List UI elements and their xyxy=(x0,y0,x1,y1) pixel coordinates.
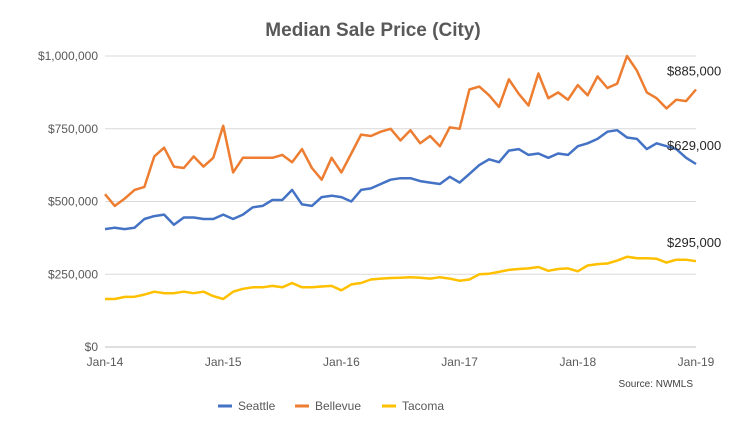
chart-title: Median Sale Price (City) xyxy=(265,20,480,41)
x-axis: Jan-14 Jan-15 Jan-16 Jan-17 Jan-18 Jan-19 xyxy=(87,355,715,369)
end-label-bellevue: $885,000 xyxy=(667,63,721,78)
legend-label-bellevue: Bellevue xyxy=(315,399,361,413)
legend-label-seattle: Seattle xyxy=(238,399,276,413)
x-tick-label: Jan-19 xyxy=(678,355,715,369)
end-label-seattle: $629,000 xyxy=(667,138,721,153)
y-tick-label: $500,000 xyxy=(48,195,98,209)
y-tick-label: $750,000 xyxy=(48,122,98,136)
y-axis: $0 $250,000 $500,000 $750,000 $1,000,000 xyxy=(38,49,98,354)
x-tick-label: Jan-17 xyxy=(441,355,478,369)
end-labels: $629,000 $885,000 $295,000 xyxy=(667,63,721,250)
series-line-seattle xyxy=(104,128,697,231)
legend: Seattle Bellevue Tacoma xyxy=(218,399,444,413)
x-tick-label: Jan-15 xyxy=(205,355,242,369)
grid xyxy=(105,55,696,348)
x-tick-label: Jan-16 xyxy=(323,355,360,369)
x-tick-label: Jan-18 xyxy=(559,355,596,369)
series-line-tacoma xyxy=(105,255,697,301)
x-tick-label: Jan-14 xyxy=(87,355,124,369)
series-lines xyxy=(104,54,697,301)
source-note: Source: NWMLS xyxy=(619,379,694,390)
legend-label-tacoma: Tacoma xyxy=(402,399,444,413)
y-tick-label: $1,000,000 xyxy=(38,49,98,63)
series-line-bellevue xyxy=(104,54,697,208)
end-label-tacoma: $295,000 xyxy=(667,235,721,250)
y-tick-label: $0 xyxy=(85,340,99,354)
y-tick-label: $250,000 xyxy=(48,267,98,281)
